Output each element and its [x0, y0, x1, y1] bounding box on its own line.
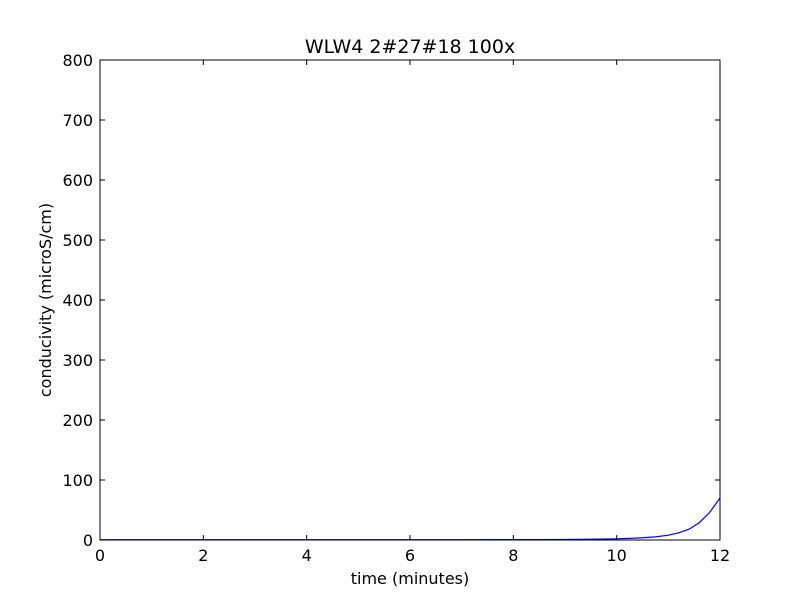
plot-area: [100, 60, 720, 540]
y-tick-label: 100: [62, 471, 93, 490]
x-tick-label: 0: [95, 546, 105, 565]
y-tick-label: 300: [62, 351, 93, 370]
y-tick-label: 200: [62, 411, 93, 430]
x-tick-label: 4: [302, 546, 312, 565]
y-tick-label: 500: [62, 231, 93, 250]
y-tick-label: 800: [62, 51, 93, 70]
x-tick-label: 2: [198, 546, 208, 565]
plot-frame: [99, 59, 721, 541]
x-tick-label: 12: [710, 546, 730, 565]
chart-title: WLW4 2#27#18 100x: [305, 36, 515, 58]
y-tick-label: 600: [62, 171, 93, 190]
x-tick-label: 8: [508, 546, 518, 565]
x-axis-title: time (minutes): [351, 569, 469, 588]
y-tick-label: 700: [62, 111, 93, 130]
y-tick-label: 400: [62, 291, 93, 310]
tick-labels-layer: 0 2 4 6 8 10 12 0 100 200 300 400 500 600 700 800: [62, 51, 730, 565]
y-axis-title: conducivity (microS/cm): [36, 203, 55, 397]
y-tick-label: 0: [83, 531, 93, 550]
x-tick-label: 10: [606, 546, 626, 565]
x-tick-label: 6: [405, 546, 415, 565]
